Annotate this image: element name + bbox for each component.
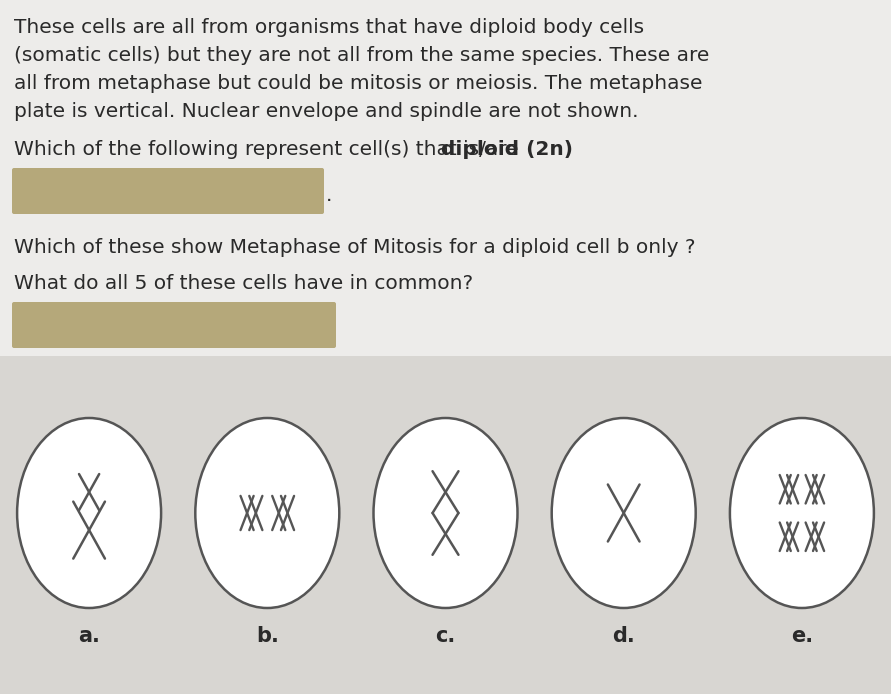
Ellipse shape — [730, 418, 874, 608]
Bar — [0, 356, 891, 694]
FancyBboxPatch shape — [12, 302, 336, 348]
Text: (somatic cells) but they are not all from the same species. These are: (somatic cells) but they are not all fro… — [14, 46, 709, 65]
Text: c.: c. — [436, 626, 455, 646]
Text: .: . — [326, 186, 332, 205]
Text: a.: a. — [78, 626, 100, 646]
Ellipse shape — [373, 418, 518, 608]
Ellipse shape — [17, 418, 161, 608]
Text: all from metaphase but could be mitosis or meiosis. The metaphase: all from metaphase but could be mitosis … — [14, 74, 702, 93]
Text: e.: e. — [791, 626, 813, 646]
Text: What do all 5 of these cells have in common?: What do all 5 of these cells have in com… — [14, 274, 473, 293]
Text: These cells are all from organisms that have diploid body cells: These cells are all from organisms that … — [14, 18, 644, 37]
Ellipse shape — [195, 418, 339, 608]
Ellipse shape — [552, 418, 696, 608]
Text: b.: b. — [256, 626, 279, 646]
Text: Which of the following represent cell(s) that is/are: Which of the following represent cell(s)… — [14, 140, 525, 159]
Text: Which of these show Metaphase of Mitosis for a diploid cell b only ?: Which of these show Metaphase of Mitosis… — [14, 238, 696, 257]
Text: diploid (2n): diploid (2n) — [441, 140, 573, 159]
Text: d.: d. — [612, 626, 635, 646]
Text: plate is vertical. Nuclear envelope and spindle are not shown.: plate is vertical. Nuclear envelope and … — [14, 102, 639, 121]
FancyBboxPatch shape — [12, 168, 324, 214]
